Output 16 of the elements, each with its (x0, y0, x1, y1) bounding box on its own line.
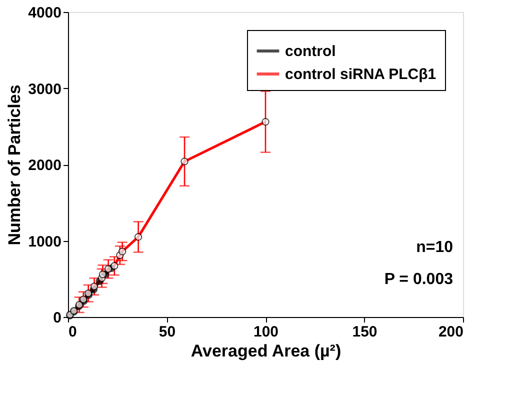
annotation: n=10 (416, 239, 454, 256)
x-tick-label: 50 (158, 324, 176, 340)
annotation: P = 0.003 (384, 271, 454, 288)
x-tick-label: 0 (68, 324, 77, 340)
y-tick-label: 2000 (28, 157, 62, 174)
y-tick-label: 1000 (28, 233, 62, 250)
x-axis-title: Averaged Area (µ²) (190, 342, 342, 360)
y-axis-title: Number of Particles (5, 84, 24, 246)
legend-label: control siRNA PLCβ1 (285, 66, 436, 83)
y-tick-label: 0 (53, 310, 62, 326)
legend-label: control (285, 43, 336, 60)
x-tick-label: 200 (438, 324, 464, 340)
x-tick-label: 100 (253, 324, 279, 340)
y-tick-label: 4000 (28, 4, 62, 22)
x-tick-label: 150 (352, 324, 378, 340)
y-tick-label: 3000 (28, 80, 62, 98)
